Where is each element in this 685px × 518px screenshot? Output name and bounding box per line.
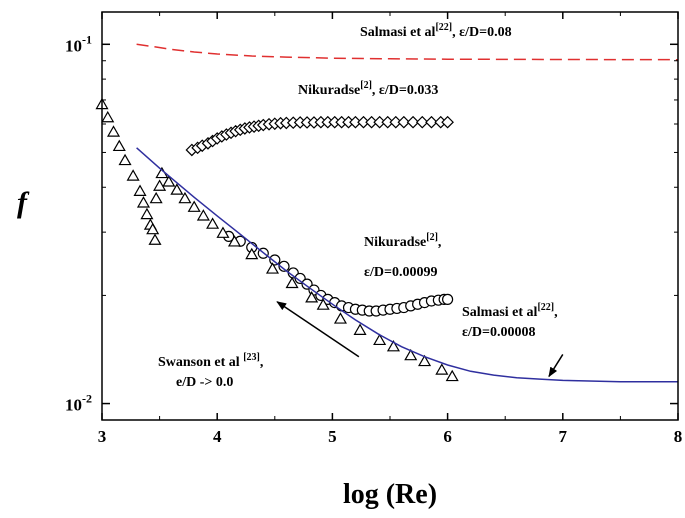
triangle-point <box>418 354 432 367</box>
triangle-point <box>445 369 459 382</box>
solid-line-series <box>136 147 678 383</box>
x-tick-label: 4 <box>213 427 222 446</box>
triangle-point <box>153 179 167 191</box>
label-salmasi-right-line1: Salmasi et al[22], <box>462 302 558 320</box>
y-axis-label: f <box>17 186 30 219</box>
triangle-point <box>404 348 418 361</box>
circle-point <box>269 254 281 266</box>
x-tick-label: 7 <box>559 427 568 446</box>
annotation-arrows <box>276 301 564 378</box>
salmasi-arrow <box>548 354 564 378</box>
triangle-point <box>435 363 449 375</box>
diamond-point <box>425 115 438 129</box>
x-tick-label: 6 <box>443 427 452 446</box>
y-axis: 10-1 10-2 <box>65 32 678 415</box>
triangle-point <box>206 217 220 229</box>
triangle-point <box>106 125 121 137</box>
triangle-point <box>187 200 201 212</box>
diamond-point <box>441 115 454 129</box>
x-tick-label: 8 <box>674 427 683 446</box>
triangle-point <box>353 323 367 335</box>
triangle-point <box>162 175 176 187</box>
diamond-point <box>406 115 420 129</box>
circle-point <box>278 260 290 272</box>
solid-line <box>136 147 678 383</box>
triangle-point <box>305 291 319 303</box>
label-swanson-line2: e/D -> 0.0 <box>176 375 233 390</box>
circle-point <box>442 293 454 305</box>
x-tick-label: 5 <box>328 427 337 446</box>
label-nikuradse-mid-line1: Nikuradse[2], <box>364 232 441 250</box>
triangle-point <box>136 196 151 208</box>
diamond-markers-series <box>185 115 454 157</box>
x-tick-label: 3 <box>98 427 107 446</box>
triangle-point <box>101 110 115 123</box>
triangle-point <box>196 209 210 221</box>
triangle-point <box>227 235 242 247</box>
swanson-arrow <box>276 301 360 358</box>
triangle-point <box>386 339 400 352</box>
triangle-point <box>133 184 147 196</box>
x-axis: 3 4 5 6 7 8 <box>98 12 683 446</box>
label-nikuradse-mid-line2: ε/D=0.00099 <box>364 265 437 280</box>
x-axis-label: log (Re) <box>343 479 437 510</box>
triangle-point <box>178 191 192 204</box>
diamond-point <box>415 115 429 129</box>
plot-area <box>95 43 679 383</box>
triangle-point <box>112 139 126 152</box>
label-salmasi-top: Salmasi et al[22], ε/D=0.08 <box>360 22 512 40</box>
triangle-point <box>316 298 330 310</box>
triangle-point <box>148 233 162 245</box>
diamond-point <box>397 115 411 129</box>
label-swanson-line1: Swanson et al [23], <box>158 352 263 370</box>
triangle-point <box>170 183 184 195</box>
dashed-line <box>136 43 679 61</box>
triangle-point <box>333 312 347 324</box>
y-tick-label: 10-2 <box>65 392 92 415</box>
triangle-point <box>140 207 154 220</box>
label-salmasi-right-line2: ε/D=0.00008 <box>462 325 535 340</box>
dashed-line-series <box>136 43 679 61</box>
triangle-point <box>118 153 132 166</box>
triangle-markers-series <box>95 97 459 382</box>
triangle-point <box>149 191 163 204</box>
triangle-point <box>126 169 140 181</box>
triangle-point <box>245 247 259 260</box>
triangle-point <box>373 333 387 346</box>
triangle-point <box>285 276 299 289</box>
triangle-point <box>265 262 280 274</box>
triangle-point <box>146 222 160 235</box>
label-nikuradse-top: Nikuradse[2], ε/D=0.033 <box>298 80 438 98</box>
triangle-point <box>216 226 230 238</box>
circle-markers-series <box>223 230 454 317</box>
y-tick-label: 10-1 <box>65 32 92 55</box>
